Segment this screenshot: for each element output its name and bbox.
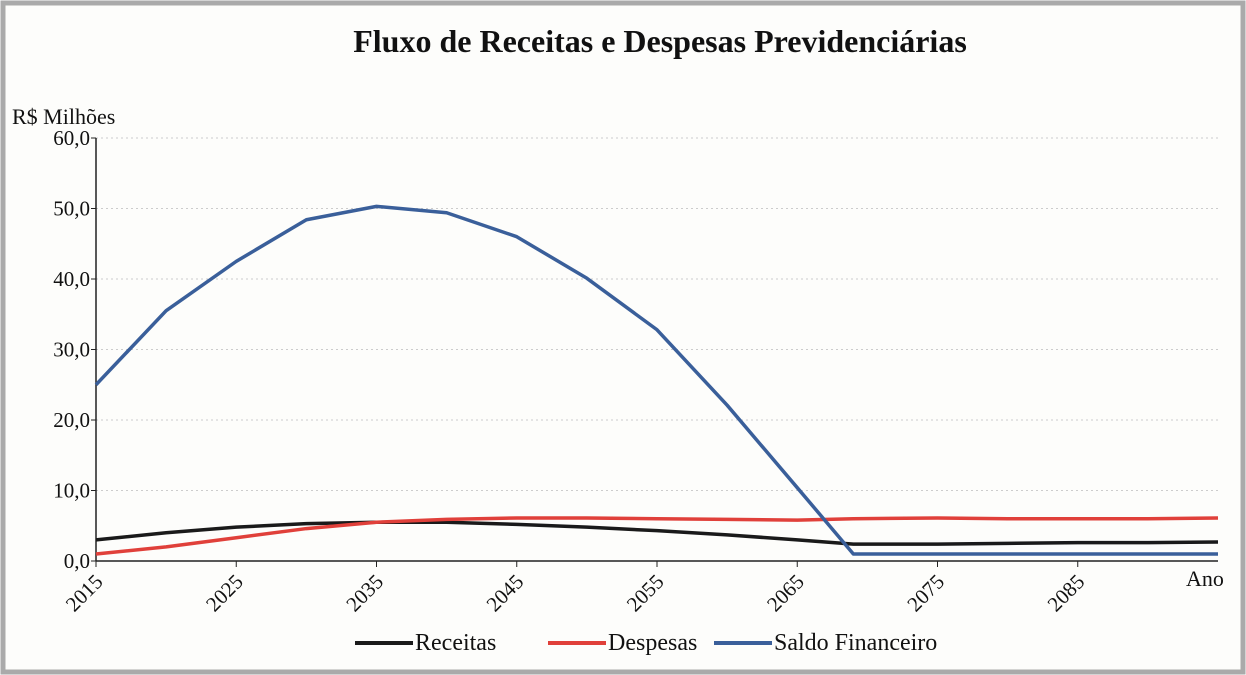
y-axis-label: R$ Milhões xyxy=(12,104,115,129)
y-tick-label: 40,0 xyxy=(53,267,90,291)
chart-title: Fluxo de Receitas e Despesas Previdenciá… xyxy=(353,23,967,59)
legend-label: Despesas xyxy=(608,630,697,656)
legend-label: Saldo Financeiro xyxy=(774,630,937,656)
x-axis-label: Ano xyxy=(1186,566,1224,591)
y-tick-label: 20,0 xyxy=(53,408,90,432)
legend-label: Receitas xyxy=(415,630,496,656)
y-tick-label: 60,0 xyxy=(53,126,90,150)
y-tick-label: 10,0 xyxy=(53,479,90,503)
series-line xyxy=(95,520,1219,546)
y-tick-label: 0,0 xyxy=(64,549,90,573)
y-tick-label: 50,0 xyxy=(53,197,90,221)
series-line xyxy=(95,516,1219,556)
y-tick-label: 30,0 xyxy=(53,338,90,362)
series-line xyxy=(94,204,1218,556)
